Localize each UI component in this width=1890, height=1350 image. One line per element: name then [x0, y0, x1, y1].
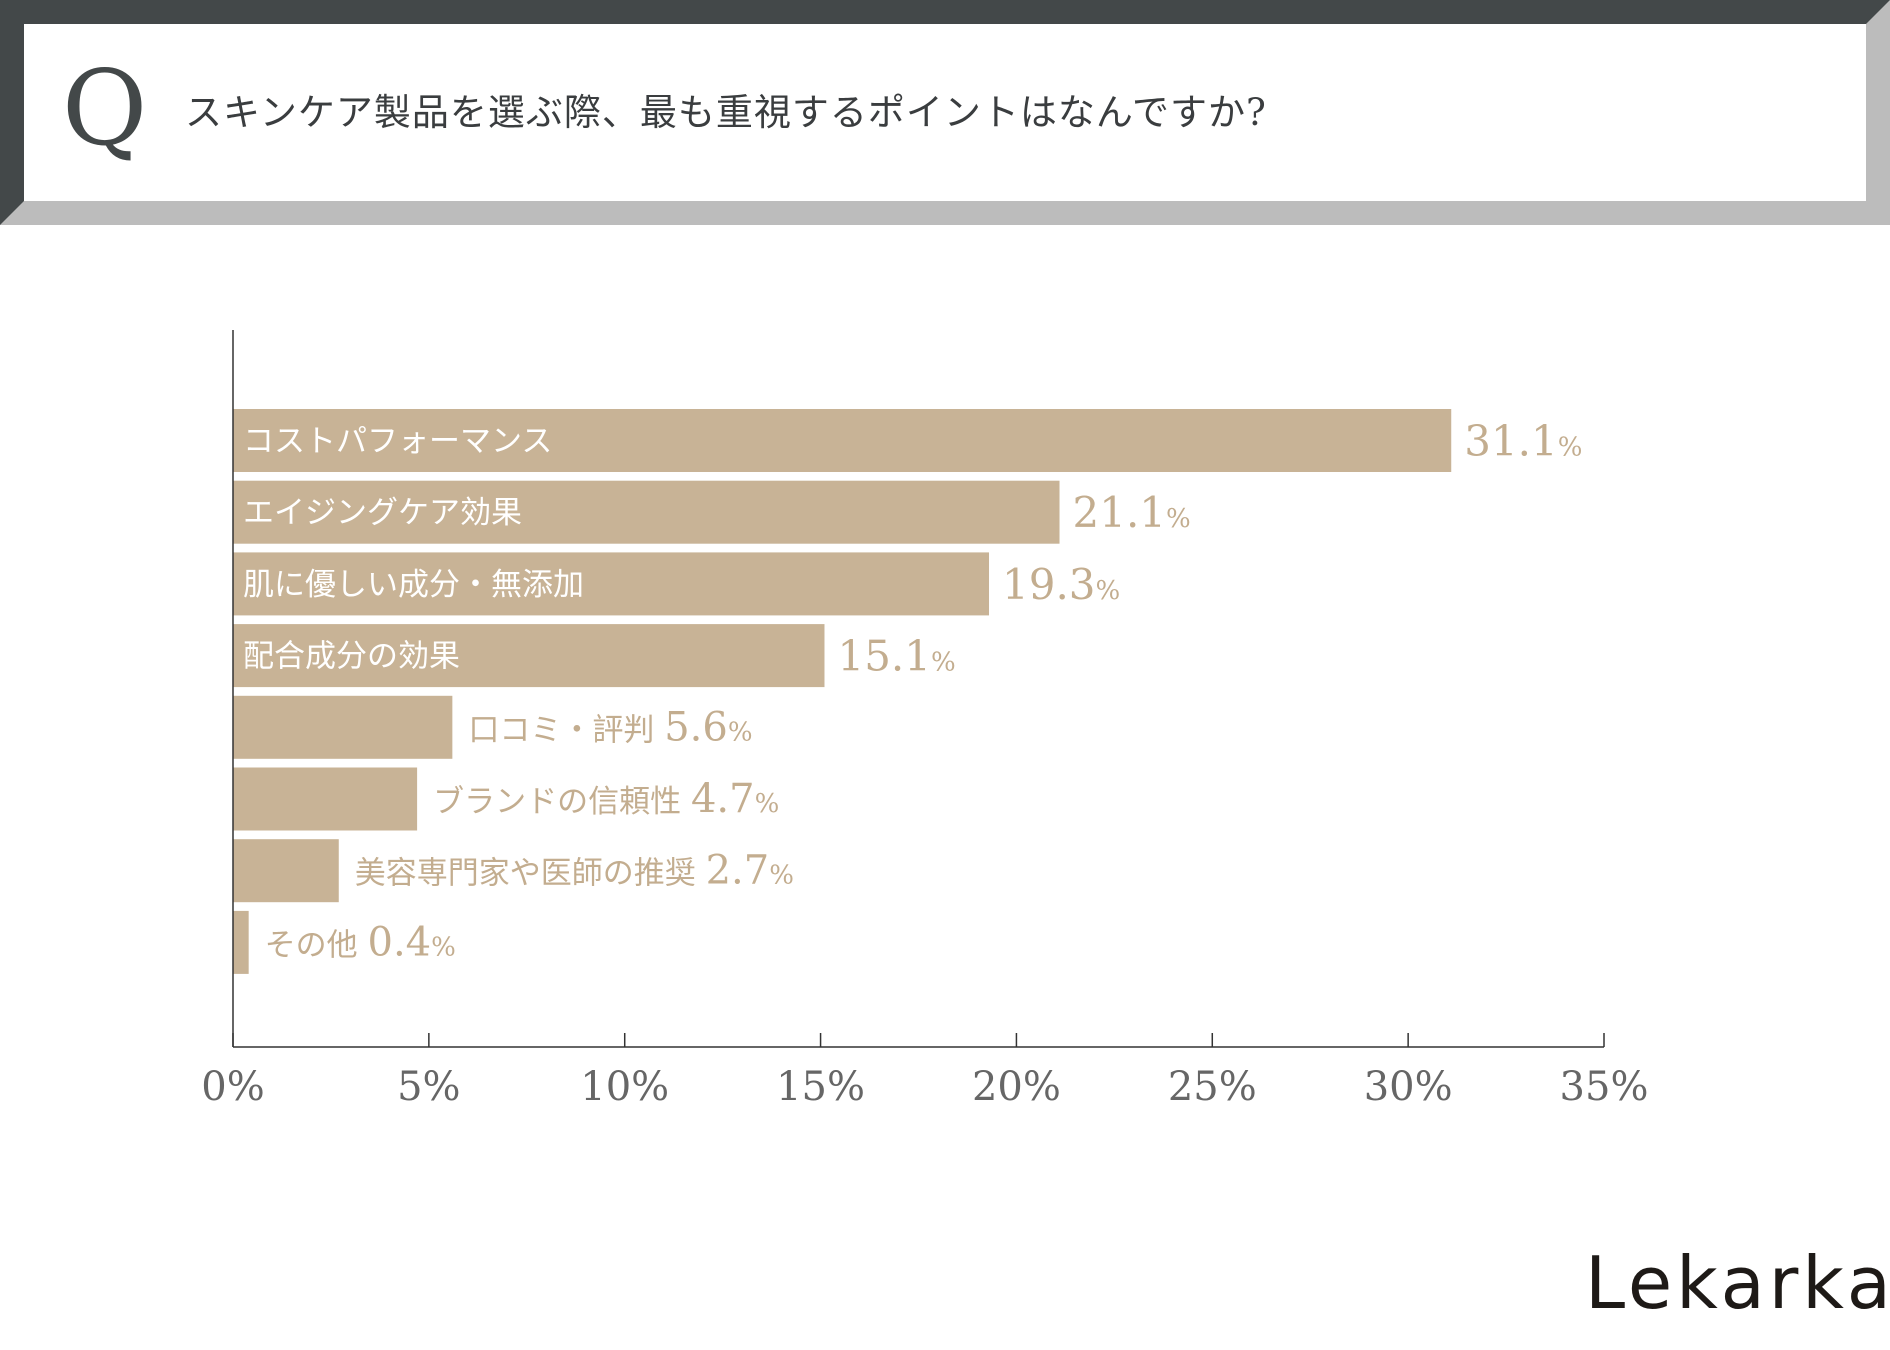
bar-category-label-2: 肌に優しい成分・無添加: [243, 567, 584, 603]
x-tick-label-0: 0%: [201, 1064, 264, 1110]
x-tick-label-3: 15%: [776, 1064, 865, 1110]
question-letter: Q: [62, 47, 148, 169]
bar-value-label-0: 31.1%: [1464, 417, 1582, 466]
bar-category-label-4: 口コミ・評判 5.6%: [468, 704, 752, 750]
bar-value-label-4: 5.6: [664, 704, 728, 750]
x-tick-label-2: 10%: [580, 1064, 669, 1110]
bar-value-label-7: 0.4: [368, 919, 432, 965]
bar-category-label-3: 配合成分の効果: [243, 639, 460, 675]
bar-category-label-1: エイジングケア効果: [243, 495, 522, 531]
x-tick-label-7: 35%: [1560, 1064, 1649, 1110]
bar-3: [233, 624, 825, 688]
bar-category-label-6: 美容専門家や医師の推奨 2.7%: [355, 848, 794, 894]
bar-value-label-2: 19.3%: [1002, 560, 1120, 609]
bar-2: [233, 552, 990, 616]
bar-5: [233, 767, 418, 831]
bar-value-label-6: 2.7: [706, 848, 770, 894]
x-tick-label-1: 5%: [397, 1064, 460, 1110]
x-tick-label-5: 25%: [1168, 1064, 1257, 1110]
bar-category-label-0: コストパフォーマンス: [243, 424, 552, 460]
bar-0: [233, 409, 1452, 472]
bar-chart: コストパフォーマンス 31.1% エイジングケア効果 21.1% 肌に優しい成分・無添加…: [201, 330, 1649, 1110]
bar-6: [233, 839, 339, 903]
question-box: [24, 24, 1866, 201]
x-tick-label-4: 20%: [972, 1064, 1061, 1110]
bar-category-label-5: ブランドの信頼性 4.7%: [433, 776, 779, 822]
bar-1: [233, 480, 1060, 544]
question-text: スキンケア製品を選ぶ際、最も重視するポイントはなんですか?: [185, 91, 1267, 134]
bar-value-label-5: 4.7: [691, 776, 755, 822]
bar-7: [233, 910, 249, 974]
bar-value-label-1: 21.1%: [1073, 488, 1191, 537]
brand-logo: Lekarka: [1585, 1241, 1890, 1325]
bar-4: [233, 695, 453, 759]
x-tick-label-6: 30%: [1364, 1064, 1453, 1110]
bar-value-label-3: 15.1%: [837, 632, 955, 681]
bar-category-label-7: その他 0.4%: [265, 919, 456, 965]
